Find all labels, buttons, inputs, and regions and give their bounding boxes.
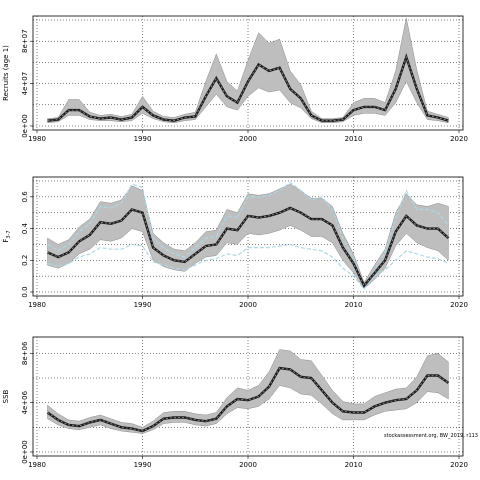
fishing-mortality-ytick-label: 0.6 bbox=[21, 191, 29, 203]
credit-text: stockassessment.org, BW_2019, r113 bbox=[384, 433, 478, 439]
ssb-panel: 1980 1990 2000 2010 2020 0e+00 4e+06 8e+06 SSB bbox=[2, 336, 468, 469]
ssb-xtick-label: 1980 bbox=[28, 461, 46, 469]
fishing-mortality-ytick-label: 0.4 bbox=[21, 222, 29, 234]
ssb-xtick-label: 2010 bbox=[345, 461, 363, 469]
fishing-mortality-reference-upper-line bbox=[47, 181, 449, 289]
fishing-mortality-xtick-label: 2020 bbox=[450, 301, 468, 309]
recruits-ylabel-text: Recruits (age 1) bbox=[2, 45, 10, 101]
ssb-confidence-band bbox=[47, 349, 449, 434]
ssb-ylabel-text: SSB bbox=[2, 389, 10, 403]
ssb-xtick-label: 2000 bbox=[239, 461, 257, 469]
fishing-mortality-xtick-label: 1990 bbox=[134, 301, 152, 309]
recruits-xtick-label: 2000 bbox=[239, 135, 257, 143]
recruits-ylabel: Recruits (age 1) bbox=[2, 45, 10, 101]
ssb-xtick-label: 2020 bbox=[450, 461, 468, 469]
fishing-mortality-xtick-label: 2010 bbox=[345, 301, 363, 309]
fishing-mortality-ylabel-subscript: 3-7 bbox=[6, 230, 12, 238]
recruits-estimate-dash bbox=[47, 55, 449, 122]
fishing-mortality-xtick-label: 2000 bbox=[239, 301, 257, 309]
ssb-ytick-label: 4e+06 bbox=[21, 390, 29, 414]
ssb-ytick-label: 0e+00 bbox=[21, 440, 29, 464]
recruits-ytick-label: 0e+00 bbox=[21, 114, 29, 138]
ssb-xtick-label: 1990 bbox=[134, 461, 152, 469]
recruits-xtick-label: 1990 bbox=[134, 135, 152, 143]
ssb-estimate-dash bbox=[47, 367, 449, 432]
recruits-ytick-label: 8e+07 bbox=[21, 29, 29, 53]
fishing-mortality-xtick-label: 1980 bbox=[28, 301, 46, 309]
fishing-mortality-estimate-dash bbox=[47, 207, 449, 287]
recruits-confidence-band bbox=[47, 17, 449, 124]
recruits-ytick-label: 4e+07 bbox=[21, 72, 29, 96]
fishing-mortality-confidence-band bbox=[47, 183, 449, 290]
fishing-mortality-ylabel-text: F bbox=[2, 239, 10, 243]
fishing-mortality-ytick-label: 0.0 bbox=[21, 286, 29, 297]
ssb-ylabel: SSB bbox=[2, 389, 10, 403]
fishing-mortality-ytick-label: 0.2 bbox=[21, 255, 29, 266]
recruits-xtick-label: 2020 bbox=[450, 135, 468, 143]
fishing-mortality-reference-lower-line bbox=[47, 243, 449, 290]
recruits-xtick-label: 1980 bbox=[28, 135, 46, 143]
fishing-mortality-panel: 1980 1990 2000 2010 2020 0.0 0.2 0.4 0.6 F3-7 bbox=[2, 176, 468, 309]
recruits-xtick-label: 2010 bbox=[345, 135, 363, 143]
ssb-ytick-label: 8e+06 bbox=[21, 341, 29, 365]
fishing-mortality-ylabel: F3-7 bbox=[2, 230, 12, 242]
recruits-panel: 1980 1990 2000 2010 2020 0e+00 4e+07 8e+07 Recru… bbox=[2, 15, 468, 143]
